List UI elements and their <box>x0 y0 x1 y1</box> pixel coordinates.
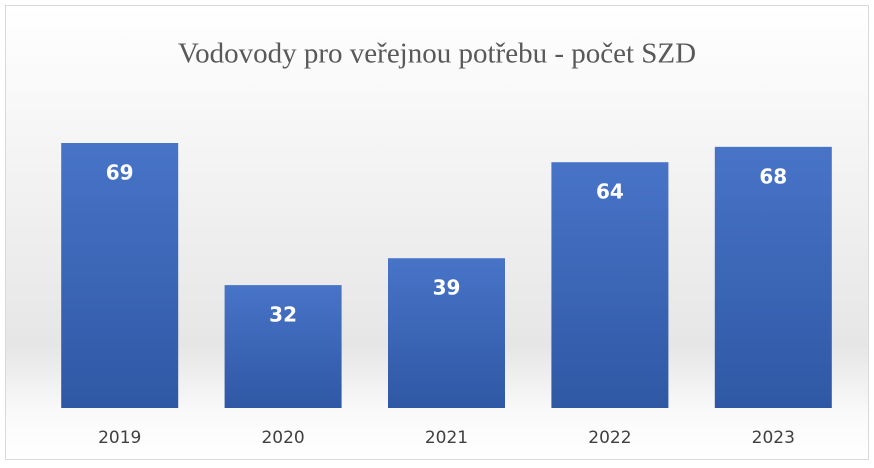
bar <box>551 162 669 408</box>
bar <box>61 143 179 408</box>
data-label: 69 <box>106 161 134 185</box>
x-tick-label: 2021 <box>425 428 468 448</box>
x-tick-label: 2022 <box>588 428 631 448</box>
data-label: 64 <box>596 180 624 204</box>
bar <box>714 146 832 408</box>
x-tick-label: 2019 <box>98 428 141 448</box>
data-label: 39 <box>433 276 461 300</box>
bar <box>388 258 505 408</box>
data-label: 32 <box>269 303 297 327</box>
bar <box>224 285 342 408</box>
x-tick-label: 2020 <box>261 428 304 448</box>
data-label: 68 <box>759 164 787 188</box>
chart-title: Vodovody pro veřejnou potřebu - počet SZ… <box>178 38 696 70</box>
x-tick-label: 2023 <box>752 428 795 448</box>
